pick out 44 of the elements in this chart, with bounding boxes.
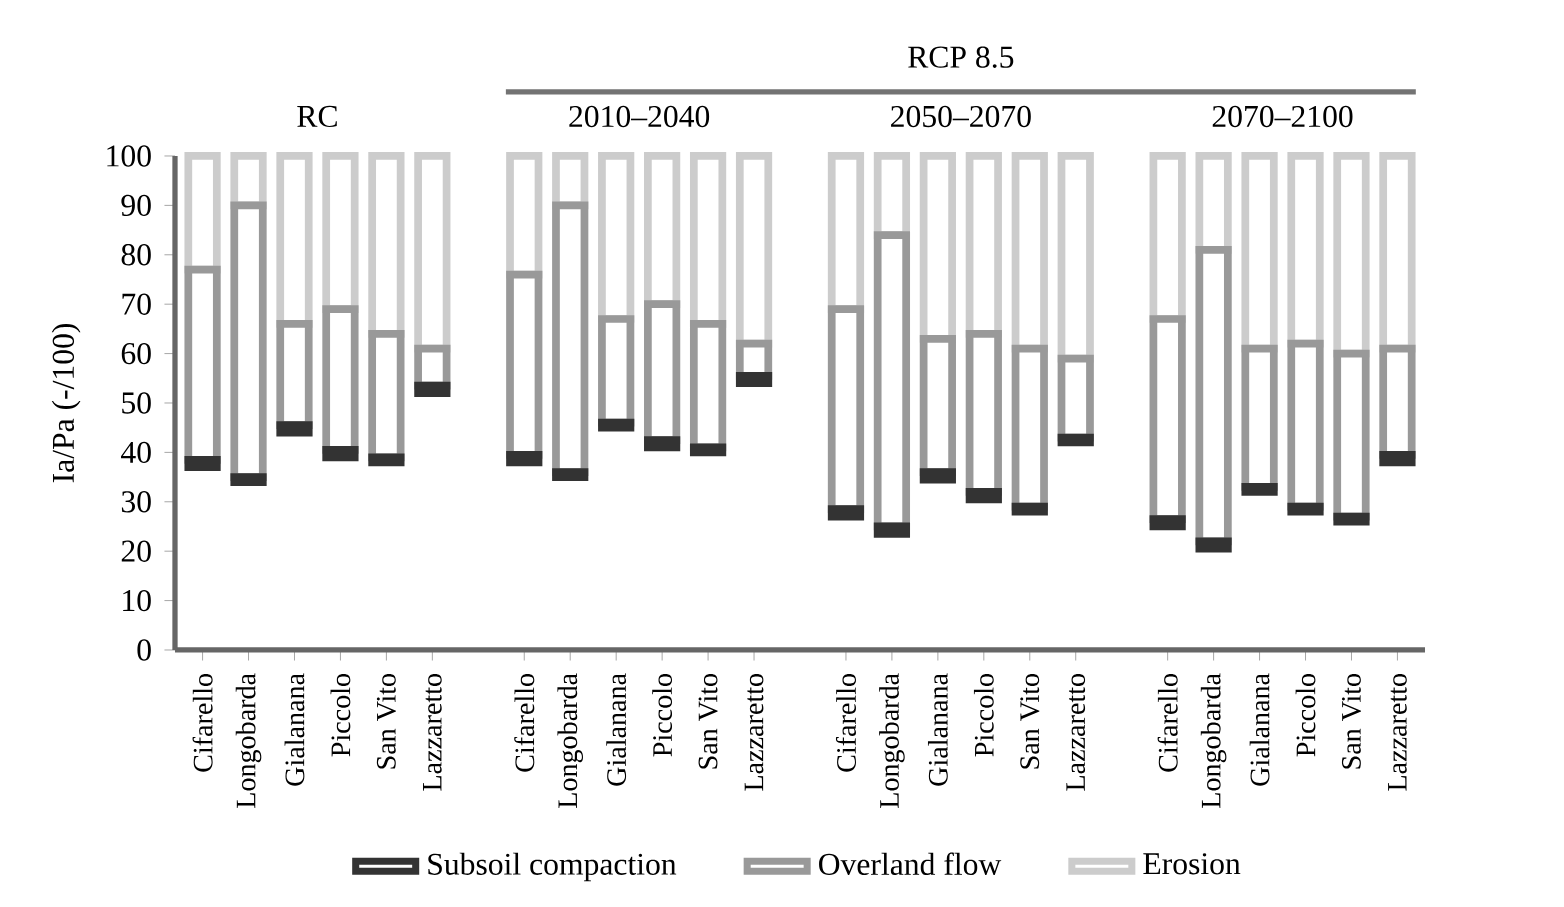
text: 2050–2070 [891, 105, 1031, 128]
y-axis-title: Ia/Pa (-/100) [51, 323, 81, 483]
x-tick-label: Piccolo [652, 673, 673, 757]
x-tick-label: Lazzaretto [1066, 673, 1086, 791]
y-tick-label: 40 [121, 441, 151, 464]
x-tick-label: Gialanana [606, 673, 627, 786]
x-tick-label: Lazzaretto [1388, 673, 1407, 791]
x-tick-label: San Vito [1341, 673, 1362, 769]
text: 2010–2040 [569, 105, 710, 128]
text: 2070–2100 [1212, 105, 1353, 128]
y-tick-label: 90 [121, 194, 151, 217]
x-tick-label: Gialanana [1249, 673, 1270, 786]
x-tick-label: San Vito [1020, 673, 1040, 769]
y-tick-label: 0 [137, 639, 151, 661]
x-tick-label: Longobarda [879, 673, 905, 808]
x-tick-label: Longobarda [235, 673, 262, 808]
y-tick-label: 70 [122, 293, 151, 315]
y-tick-label: 60 [121, 342, 151, 365]
y-tick-label: 80 [121, 244, 151, 266]
y-tick-label: 20 [121, 540, 151, 562]
text: RCP 8.5 [908, 46, 1014, 68]
x-tick-label: Gialanana [284, 673, 305, 786]
legend-label: Overland flow [819, 852, 1002, 876]
x-tick-label: San Vito [698, 673, 718, 769]
legend-label: Subsoil compaction [428, 852, 677, 882]
x-tick-label: Cifarello [192, 673, 213, 772]
y-tick-label: 50 [122, 392, 151, 414]
x-tick-label: Piccolo [1295, 673, 1316, 757]
x-tick-label: Piccolo [973, 673, 994, 757]
x-tick-label: San Vito [376, 673, 396, 769]
x-tick-label: Longobarda [557, 673, 583, 808]
x-tick-label: Longobarda [1200, 673, 1227, 808]
x-tick-label: Cifarello [514, 673, 535, 772]
x-tick-label: Cifarello [1157, 673, 1178, 772]
y-tick-label: 10 [123, 589, 151, 612]
y-tick-label: 100 [107, 145, 151, 167]
y-tick-label: 30 [121, 491, 151, 513]
x-tick-label: Gialanana [927, 673, 948, 786]
text: RC [297, 105, 337, 128]
x-tick-label: Cifarello [835, 673, 856, 772]
x-tick-label: Piccolo [330, 673, 351, 757]
legend-label: Erosion [1143, 853, 1241, 875]
x-tick-label: Lazzaretto [744, 673, 764, 791]
x-tick-label: Lazzaretto [423, 673, 442, 791]
